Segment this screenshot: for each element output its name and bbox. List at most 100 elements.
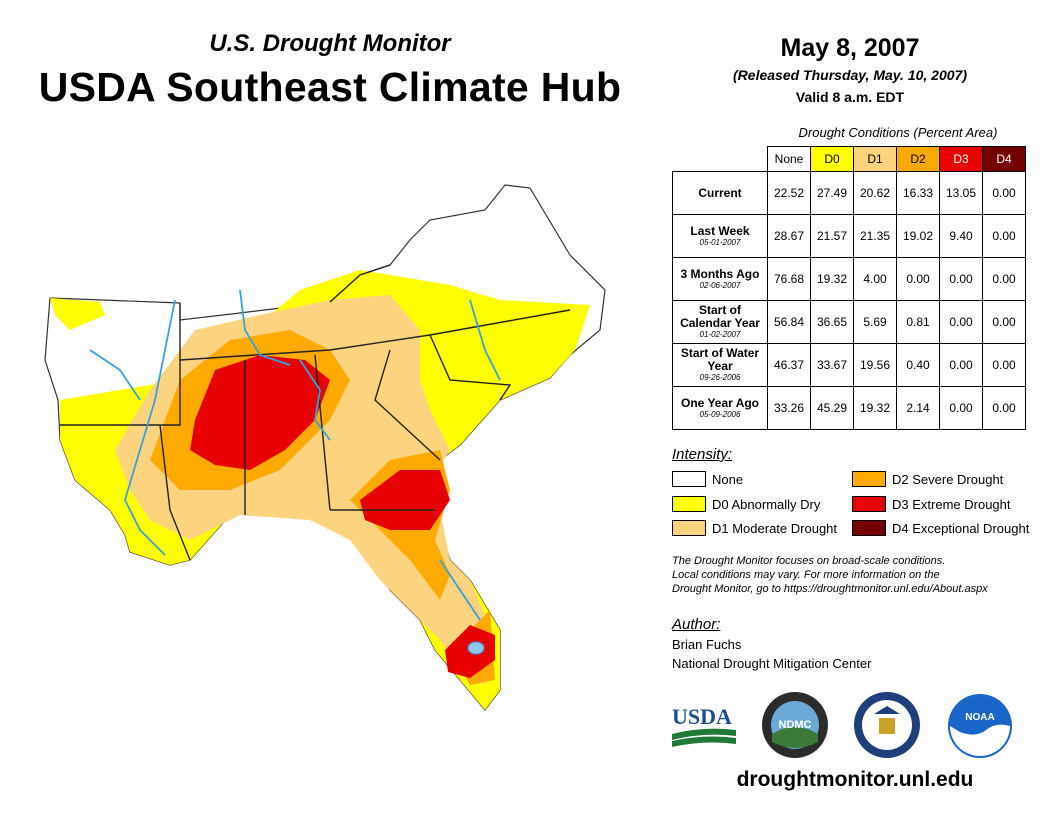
table-row: Last Week 05-01-2007 28.67 21.57 21.35 19… <box>672 214 1026 258</box>
table-cell: 9.40 <box>939 214 983 258</box>
legend-swatch <box>852 520 886 536</box>
legend-item-d3: D3 Extreme Drought <box>852 495 1011 513</box>
table-cell: 16.33 <box>896 171 940 215</box>
legend-swatch <box>852 471 886 487</box>
table-cell: 19.56 <box>853 343 897 387</box>
table-cell: 4.00 <box>853 257 897 301</box>
table-row: Start of Water Year 09-26-2006 46.37 33.6… <box>672 343 1026 387</box>
table-cell: 0.00 <box>939 386 983 430</box>
map-title: USDA Southeast Climate Hub <box>38 64 622 110</box>
table-row: Start of Calendar Year 01-02-2007 56.84 3… <box>672 300 1026 344</box>
legend-swatch <box>672 471 706 487</box>
table-cell: 0.81 <box>896 300 940 344</box>
table-row: One Year Ago 05-09-2006 33.26 45.29 19.32… <box>672 386 1026 430</box>
drought-conditions-table: None D0 D1 D2 D3 D4 Current 22.52 27.49 … <box>672 146 1026 430</box>
table-cell: 0.00 <box>939 300 983 344</box>
legend-label: D4 Exceptional Drought <box>892 520 1030 536</box>
legend-swatch <box>672 520 706 536</box>
legend-item-d4: D4 Exceptional Drought <box>852 519 1029 537</box>
col-none-header: None <box>767 146 811 172</box>
table-row: Current 22.52 27.49 20.62 16.33 13.05 0.… <box>672 171 1026 215</box>
author-label: Author: <box>672 616 721 633</box>
legend-label: D1 Moderate Drought <box>712 520 838 536</box>
table-cell: 28.67 <box>767 214 811 258</box>
row-label-text: Current <box>698 185 742 200</box>
map-subtitle: U.S. Drought Monitor <box>209 30 451 57</box>
row-label-text: Start of Water Year <box>680 346 760 373</box>
table-cell: 20.62 <box>853 171 897 215</box>
row-date: 05-01-2007 <box>699 237 741 247</box>
table-cell: 27.49 <box>810 171 854 215</box>
row-date: 02-06-2007 <box>699 280 741 290</box>
table-caption: Drought Conditions (Percent Area) <box>798 125 998 140</box>
col-d4-header: D4 <box>982 146 1026 172</box>
row-label: 3 Months Ago 02-06-2007 <box>672 257 768 301</box>
table-row: 3 Months Ago 02-06-2007 76.68 19.32 4.00 … <box>672 257 1026 301</box>
table-cell: 13.05 <box>939 171 983 215</box>
table-cell: 0.00 <box>982 171 1026 215</box>
release-date: (Released Thursday, May. 10, 2007) <box>733 67 967 83</box>
row-label-text: Last Week <box>690 223 750 238</box>
website-url[interactable]: droughtmonitor.unl.edu <box>736 768 974 791</box>
legend-item-d1: D1 Moderate Drought <box>672 519 837 537</box>
author-name: Brian Fuchs <box>672 637 742 652</box>
row-label: One Year Ago 05-09-2006 <box>672 386 768 430</box>
table-cell: 0.00 <box>939 257 983 301</box>
valid-date: May 8, 2007 <box>780 34 920 62</box>
table-cell: 76.68 <box>767 257 811 301</box>
row-label-text: One Year Ago <box>680 395 760 410</box>
table-cell: 0.00 <box>982 257 1026 301</box>
table-cell: 0.00 <box>982 343 1026 387</box>
note-line: Local conditions may vary. For more info… <box>672 569 940 581</box>
valid-time: Valid 8 a.m. EDT <box>795 89 905 105</box>
state-boundaries <box>60 264 571 561</box>
table-cell: 5.69 <box>853 300 897 344</box>
table-cell: 46.37 <box>767 343 811 387</box>
table-cell: 0.00 <box>896 257 940 301</box>
col-d3-header: D3 <box>939 146 983 172</box>
table-cell: 21.35 <box>853 214 897 258</box>
table-cell: 0.00 <box>982 300 1026 344</box>
legend-item-d0: D0 Abnormally Dry <box>672 495 820 513</box>
table-cell: 33.67 <box>810 343 854 387</box>
noaa-logo-text: NOAA <box>965 712 994 723</box>
row-label-text: 3 Months Ago <box>680 266 760 281</box>
table-corner <box>673 147 768 172</box>
noaa-logo: NOAA <box>948 694 1012 758</box>
d3-zone <box>190 355 495 678</box>
ndmc-logo-text: NDMC <box>779 719 812 731</box>
row-label: Start of Water Year 09-26-2006 <box>672 343 768 387</box>
col-d1-header: D1 <box>853 146 897 172</box>
table-cell: 0.00 <box>982 386 1026 430</box>
table-cell: 21.57 <box>810 214 854 258</box>
legend-label: D0 Abnormally Dry <box>712 496 821 512</box>
legend-swatch <box>852 496 886 512</box>
legend-label: None <box>712 471 744 487</box>
table-cell: 0.00 <box>982 214 1026 258</box>
table-cell: 2.14 <box>896 386 940 430</box>
ndmc-logo: NDMC <box>762 692 828 758</box>
legend-swatch <box>672 496 706 512</box>
table-cell: 19.02 <box>896 214 940 258</box>
disclaimer-note: The Drought Monitor focuses on broad-sca… <box>672 554 1052 596</box>
legend-title: Intensity: <box>672 446 733 463</box>
col-d0-header: D0 <box>810 146 854 172</box>
table-cell: 36.65 <box>810 300 854 344</box>
legend-label: D2 Severe Drought <box>892 471 1004 487</box>
rivers <box>89 289 501 621</box>
row-label: Current <box>672 171 768 215</box>
lake-okeechobee <box>467 641 485 655</box>
usda-logo: USDA <box>672 704 736 747</box>
legend-item-d2: D2 Severe Drought <box>852 470 1003 488</box>
drought-map <box>44 184 606 711</box>
table-header-row: None D0 D1 D2 D3 D4 <box>673 146 1026 172</box>
table-cell: 33.26 <box>767 386 811 430</box>
col-d2-header: D2 <box>896 146 940 172</box>
row-date: 09-26-2006 <box>699 373 741 382</box>
table-cell: 56.84 <box>767 300 811 344</box>
table-cell: 22.52 <box>767 171 811 215</box>
table-cell: 45.29 <box>810 386 854 430</box>
commerce-seal-icon <box>854 692 920 758</box>
row-label-text: Start of Calendar Year <box>680 303 760 330</box>
table-cell: 0.40 <box>896 343 940 387</box>
